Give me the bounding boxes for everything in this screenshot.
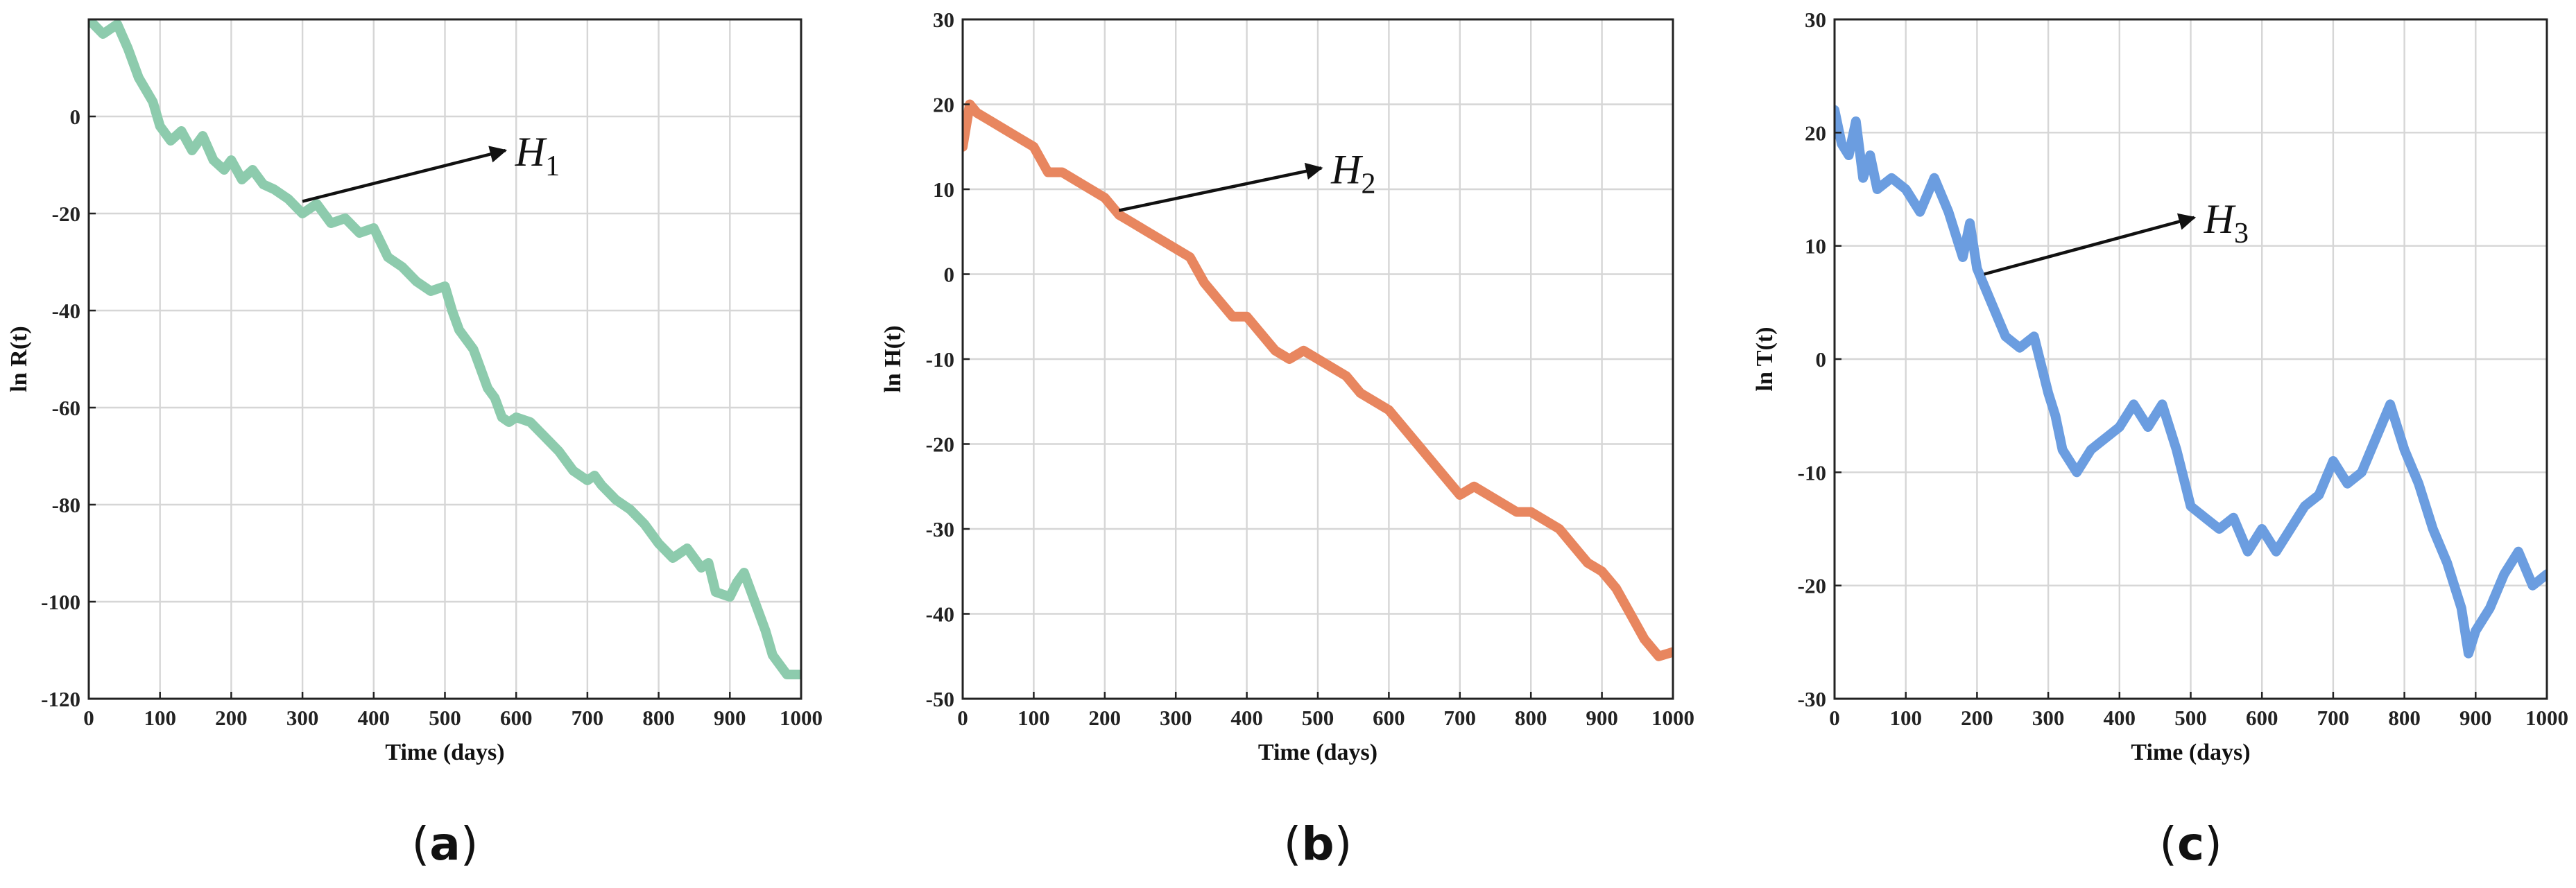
c0-y-tick-label-2: -80 (52, 493, 80, 517)
c0-y-tick-label-6: 0 (70, 105, 81, 129)
c2-y-tick-label-3: 0 (1816, 347, 1827, 372)
c0-x-tick-label-8: 800 (642, 706, 675, 730)
c1-x-tick-label-7: 700 (1444, 706, 1477, 730)
c1-x-tick-label-1: 100 (1017, 706, 1050, 730)
c1-x-tick-label-0: 0 (957, 706, 968, 730)
c0-panel-letter: a (429, 817, 461, 871)
c1-y-tick-label-1: -40 (926, 602, 954, 627)
c1-x-tick-label-8: 800 (1515, 706, 1547, 730)
c2-x-tick-label-9: 900 (2459, 706, 2492, 730)
c0-x-tick-label-10: 1000 (780, 706, 823, 730)
c2-y-tick-label-5: 20 (1805, 121, 1826, 145)
c2-x-tick-label-10: 1000 (2525, 706, 2568, 730)
c1-annotation-symbol: H (1330, 146, 1364, 192)
c0-annotation-arrow (302, 146, 508, 203)
c2-x-tick-label-2: 200 (1961, 706, 1993, 730)
c2-y-tick-label-6: 30 (1805, 8, 1826, 32)
c2-x-tick-label-6: 600 (2246, 706, 2278, 730)
c1-x-tick-label-5: 500 (1302, 706, 1334, 730)
c1-panel-letter: b (1301, 817, 1334, 871)
c0-x-tick-label-4: 400 (358, 706, 390, 730)
c0-x-tick-label-3: 300 (286, 706, 319, 730)
c0-x-tick-label-7: 700 (572, 706, 604, 730)
c0-x-tick-label-9: 900 (714, 706, 746, 730)
c1-y-tick-label-2: -30 (926, 517, 954, 541)
c1-y-axis-label: ln H(t) (880, 325, 906, 392)
c2-x-tick-label-1: 100 (1889, 706, 1922, 730)
c1-annotation-arrow (1118, 162, 1323, 212)
c1-series-line-0 (963, 99, 1673, 661)
c0-annotation-symbol: H (515, 129, 548, 175)
c1-x-tick-label-3: 300 (1160, 706, 1192, 730)
c2-x-tick-label-8: 800 (2388, 706, 2421, 730)
c0-y-tick-label-5: -20 (52, 202, 80, 226)
c2-x-axis-label: Time (days) (2131, 740, 2250, 765)
c1-y-tick-label-0: -50 (926, 687, 954, 711)
c2-x-tick-label-5: 500 (2174, 706, 2207, 730)
c2-y-tick-label-2: -10 (1798, 460, 1826, 485)
c1-y-tick-label-3: -20 (926, 433, 954, 457)
c1-x-tick-label-10: 1000 (1651, 706, 1694, 730)
c2-x-tick-label-3: 300 (2032, 706, 2065, 730)
c1-x-tick-label-4: 400 (1230, 706, 1263, 730)
c0-y-tick-label-4: -40 (52, 299, 80, 323)
c2-y-tick-label-4: 10 (1805, 234, 1826, 259)
c1-annotation-label: H2 (1330, 146, 1375, 200)
c1-y-tick-label-7: 20 (933, 93, 954, 117)
c2-y-tick-label-0: -30 (1798, 687, 1826, 711)
c1-x-tick-label-9: 900 (1586, 706, 1618, 730)
c2-annotation-label: H3 (2204, 196, 2249, 250)
c0-annotation-subscript: 1 (545, 150, 560, 182)
c1-x-tick-label-6: 600 (1373, 706, 1405, 730)
c2-x-tick-label-4: 400 (2104, 706, 2136, 730)
c0-panel-label: (a) (411, 817, 478, 871)
c0-y-tick-label-3: -60 (52, 396, 80, 420)
c1-y-tick-label-4: -10 (926, 347, 954, 372)
c1-panel-label: (b) (1284, 817, 1353, 871)
c0-x-tick-label-5: 500 (429, 706, 461, 730)
c0-series-line-0 (89, 19, 801, 679)
c1-y-tick-label-8: 30 (933, 8, 954, 32)
c2-annotation-arrow (1984, 213, 2197, 276)
c1-x-axis-label: Time (days) (1258, 740, 1377, 765)
c1-x-tick-label-2: 200 (1089, 706, 1122, 730)
c1-annotation-subscript: 2 (1361, 168, 1375, 200)
c0-x-axis-label: Time (days) (385, 740, 504, 765)
c0-y-tick-label-1: -100 (41, 590, 80, 614)
c1-y-tick-label-6: 10 (933, 177, 954, 202)
c0-x-tick-label-0: 0 (83, 706, 94, 730)
c1-y-tick-label-5: 0 (944, 263, 955, 287)
chart-panel-c: 0 100 200 300 400 500 600 700 800 900 1000-30-20-1… (1752, 8, 2568, 871)
chart-panel-b: 0 100 200 300 400 500 600 700 800 900 1000-50-40-3… (880, 8, 1694, 871)
c2-series-line-0 (1835, 105, 2547, 659)
c2-y-axis-label: ln T(t) (1752, 327, 1778, 392)
c2-annotation-subscript: 3 (2234, 218, 2249, 250)
chart-panel-a: 0 100 200 300 400 500 600 700 800 900 1000 -120 -100… (6, 18, 823, 871)
c0-x-tick-label-6: 600 (500, 706, 533, 730)
c2-panel-label: (c) (2159, 817, 2222, 871)
c2-panel-letter: c (2177, 817, 2204, 871)
c2-y-tick-label-1: -20 (1798, 574, 1826, 598)
c0-y-axis-label: ln R(t) (6, 326, 32, 392)
c2-x-tick-label-7: 700 (2317, 706, 2350, 730)
c0-y-tick-label-0: -120 (41, 687, 80, 711)
c0-x-tick-label-2: 200 (215, 706, 248, 730)
c0-x-tick-label-1: 100 (144, 706, 176, 730)
c2-x-tick-label-0: 0 (1829, 706, 1840, 730)
c0-annotation-label: H1 (515, 129, 560, 182)
c2-annotation-symbol: H (2204, 196, 2237, 242)
